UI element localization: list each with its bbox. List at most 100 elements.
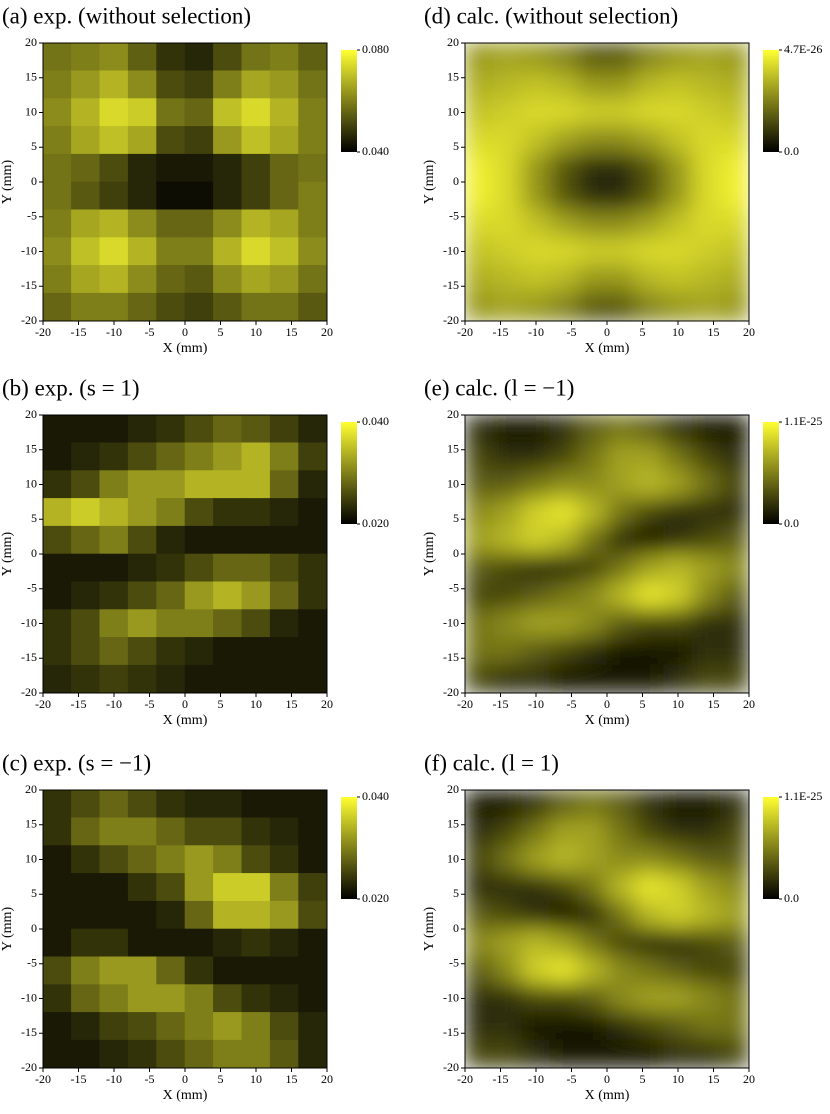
x-tick-label: -5 xyxy=(145,697,155,711)
heatmap-cell xyxy=(298,1039,327,1068)
heatmap-cell xyxy=(241,553,271,583)
heatmap-cell xyxy=(578,790,608,819)
heatmap-cell xyxy=(663,900,693,930)
heatmap-cell xyxy=(71,581,101,610)
heatmap-cell xyxy=(521,1039,551,1068)
y-tick-label: 20 xyxy=(25,407,37,421)
heatmap-cell xyxy=(691,636,722,666)
heatmap-area xyxy=(43,415,327,693)
heatmap-cell xyxy=(71,292,101,321)
heatmap-cell xyxy=(213,43,243,72)
x-tick-label: 20 xyxy=(743,1072,755,1086)
heatmap-cell xyxy=(691,872,722,902)
colorbar xyxy=(341,422,357,524)
heatmap-cell xyxy=(127,126,157,155)
heatmap-cell xyxy=(578,553,608,583)
heatmap-cell xyxy=(578,415,608,444)
heatmap-cell xyxy=(156,581,186,610)
x-tick-label: -5 xyxy=(145,1072,155,1086)
heatmap-cell xyxy=(720,125,749,155)
heatmap-cell xyxy=(127,181,157,211)
heatmap-cell xyxy=(634,209,665,239)
heatmap-cell xyxy=(298,209,327,238)
heatmap-cell xyxy=(492,956,523,986)
x-tick-label: -20 xyxy=(35,325,51,339)
heatmap-cell xyxy=(549,872,580,902)
heatmap-cell xyxy=(241,181,271,211)
heatmap-cell xyxy=(549,664,580,693)
heatmap-cell xyxy=(663,581,693,611)
heatmap-cell xyxy=(465,664,494,693)
heatmap-cell xyxy=(521,553,551,583)
panel-title: (a) exp. (without selection) xyxy=(2,3,251,28)
heatmap-cell xyxy=(43,126,72,155)
heatmap-cell xyxy=(549,237,580,266)
heatmap-cell xyxy=(521,1011,551,1041)
heatmap-cell xyxy=(71,984,101,1013)
x-tick-label: -15 xyxy=(493,1072,509,1086)
heatmap-cell xyxy=(241,609,271,638)
heatmap-cell xyxy=(241,664,271,693)
heatmap-cell xyxy=(549,956,580,986)
heatmap-cell xyxy=(127,790,157,819)
heatmap-cell xyxy=(71,609,101,638)
heatmap-cell xyxy=(99,525,129,555)
heatmap-cell xyxy=(298,292,327,321)
heatmap-cell xyxy=(465,636,494,666)
heatmap-cell xyxy=(127,664,157,693)
heatmap-cell xyxy=(213,956,243,985)
heatmap-cell xyxy=(521,872,551,902)
heatmap-cell xyxy=(184,553,214,583)
heatmap-cell xyxy=(127,553,157,583)
heatmap-cell xyxy=(691,497,722,527)
heatmap-cell xyxy=(578,872,608,902)
x-tick-label: -10 xyxy=(528,697,544,711)
heatmap-cell xyxy=(720,98,749,127)
heatmap-cell xyxy=(606,636,636,666)
heatmap-cell xyxy=(156,415,186,444)
heatmap-cell xyxy=(213,126,243,155)
heatmap-cell xyxy=(71,873,101,902)
heatmap-cell xyxy=(213,845,243,874)
y-tick-label: -10 xyxy=(21,615,37,629)
heatmap-cell xyxy=(691,209,722,239)
heatmap-cell xyxy=(549,525,580,555)
heatmap-cell xyxy=(691,70,722,100)
heatmap-cell xyxy=(43,470,72,499)
heatmap-cell xyxy=(184,415,214,444)
heatmap-cell xyxy=(465,900,494,930)
heatmap-cell xyxy=(127,292,157,321)
heatmap-cell xyxy=(213,498,243,527)
colorbar-label: 0.040 xyxy=(362,144,389,158)
y-axis-label: Y (mm) xyxy=(0,160,15,205)
heatmap-cell xyxy=(213,525,243,555)
heatmap-cell xyxy=(241,415,271,444)
heatmap-cell xyxy=(43,581,72,610)
heatmap-cell xyxy=(492,209,523,239)
heatmap-cell xyxy=(492,292,523,321)
heatmap-cell xyxy=(99,209,129,238)
heatmap-cell xyxy=(298,790,327,819)
x-tick-label: 20 xyxy=(743,325,755,339)
heatmap-cell xyxy=(465,470,494,499)
heatmap-cell xyxy=(465,442,494,472)
heatmap-cell xyxy=(606,209,636,239)
heatmap-cell xyxy=(184,70,214,99)
y-tick-label: -20 xyxy=(443,313,459,327)
heatmap-cell xyxy=(269,70,299,99)
heatmap-cell xyxy=(269,153,299,183)
heatmap-cell xyxy=(720,872,749,902)
heatmap-cell xyxy=(663,292,693,321)
heatmap-cell xyxy=(521,790,551,819)
y-tick-label: -5 xyxy=(449,581,459,595)
x-tick-label: -5 xyxy=(567,697,577,711)
heatmap-cell xyxy=(71,209,101,238)
panel-title: (d) calc. (without selection) xyxy=(424,3,678,28)
heatmap-cell xyxy=(241,790,271,819)
heatmap-cell xyxy=(99,265,129,294)
x-tick-label: -15 xyxy=(493,697,509,711)
x-tick-label: 20 xyxy=(743,697,755,711)
heatmap-cell xyxy=(691,553,722,583)
heatmap-cell xyxy=(691,415,722,444)
heatmap-cell xyxy=(521,153,551,183)
